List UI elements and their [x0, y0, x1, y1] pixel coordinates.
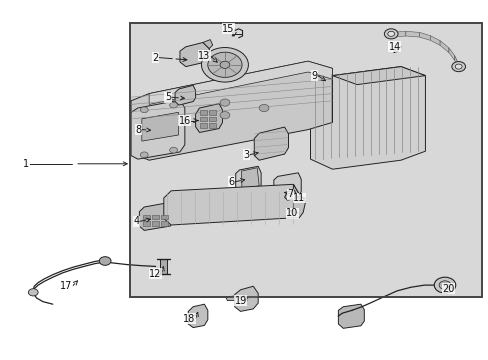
- Bar: [129, 23, 481, 297]
- Text: 11: 11: [293, 193, 305, 203]
- Polygon shape: [419, 32, 429, 40]
- Polygon shape: [338, 304, 364, 328]
- Text: 5: 5: [164, 92, 171, 102]
- Polygon shape: [405, 31, 419, 37]
- Text: 12: 12: [149, 269, 161, 279]
- Bar: [200, 117, 206, 121]
- Polygon shape: [188, 304, 207, 328]
- Polygon shape: [203, 40, 212, 49]
- Circle shape: [384, 29, 397, 39]
- Text: 1: 1: [23, 159, 29, 169]
- Bar: [142, 221, 149, 226]
- Bar: [129, 23, 481, 297]
- Bar: [161, 221, 168, 226]
- Text: 6: 6: [228, 177, 234, 187]
- Text: 9: 9: [311, 71, 317, 81]
- Polygon shape: [254, 127, 288, 160]
- Circle shape: [220, 61, 229, 68]
- Bar: [142, 215, 149, 219]
- Text: 3: 3: [243, 150, 249, 160]
- Text: 4: 4: [133, 216, 139, 226]
- Circle shape: [140, 107, 148, 113]
- Bar: [209, 123, 215, 128]
- Polygon shape: [160, 259, 167, 274]
- Bar: [152, 221, 159, 226]
- Polygon shape: [175, 85, 195, 105]
- Bar: [152, 215, 159, 219]
- Text: 10: 10: [285, 208, 298, 218]
- Circle shape: [259, 104, 268, 112]
- Text: 15: 15: [222, 24, 234, 34]
- Text: 16: 16: [178, 116, 190, 126]
- Polygon shape: [234, 286, 258, 311]
- Polygon shape: [131, 61, 332, 160]
- Circle shape: [201, 48, 248, 82]
- Polygon shape: [390, 31, 405, 37]
- Polygon shape: [439, 41, 448, 53]
- Polygon shape: [448, 48, 454, 60]
- Bar: [209, 117, 215, 121]
- Text: 7: 7: [286, 189, 293, 199]
- Circle shape: [387, 31, 394, 36]
- Polygon shape: [310, 67, 425, 169]
- Text: 2: 2: [152, 53, 159, 63]
- Circle shape: [169, 102, 177, 108]
- Polygon shape: [241, 168, 259, 194]
- Bar: [200, 123, 206, 128]
- Circle shape: [433, 277, 455, 293]
- Circle shape: [28, 289, 38, 296]
- Text: 20: 20: [442, 284, 454, 294]
- Bar: [200, 110, 206, 115]
- Polygon shape: [235, 166, 261, 195]
- Polygon shape: [131, 100, 184, 159]
- Circle shape: [207, 52, 242, 77]
- Circle shape: [438, 281, 450, 289]
- Polygon shape: [225, 296, 234, 301]
- Circle shape: [220, 99, 229, 106]
- Circle shape: [454, 64, 461, 69]
- Polygon shape: [293, 184, 305, 218]
- Bar: [209, 110, 215, 115]
- Text: 17: 17: [60, 281, 72, 291]
- Circle shape: [140, 152, 148, 158]
- Polygon shape: [180, 42, 209, 67]
- Text: 14: 14: [388, 42, 400, 52]
- Text: 13: 13: [198, 51, 210, 61]
- Polygon shape: [454, 56, 458, 69]
- Polygon shape: [142, 112, 178, 141]
- Polygon shape: [284, 190, 296, 200]
- Circle shape: [99, 257, 111, 265]
- Polygon shape: [203, 58, 212, 65]
- Polygon shape: [273, 173, 301, 201]
- Text: 8: 8: [135, 125, 142, 135]
- Text: 18: 18: [183, 314, 195, 324]
- Polygon shape: [429, 36, 439, 45]
- Text: 19: 19: [234, 296, 246, 306]
- Polygon shape: [163, 184, 299, 225]
- Circle shape: [169, 147, 177, 153]
- Polygon shape: [139, 202, 173, 230]
- Circle shape: [220, 112, 229, 119]
- Polygon shape: [195, 104, 222, 132]
- Circle shape: [451, 62, 465, 72]
- Polygon shape: [149, 61, 332, 104]
- Bar: [161, 215, 168, 219]
- Polygon shape: [332, 67, 425, 85]
